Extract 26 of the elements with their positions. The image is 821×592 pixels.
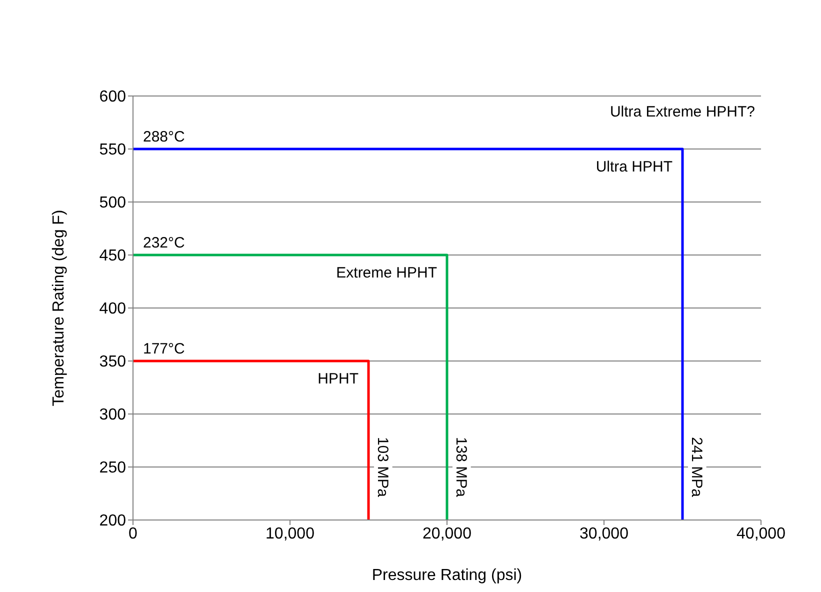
annotation: 232°C xyxy=(143,234,186,252)
annotation: 288°C xyxy=(143,128,186,146)
annotation: 138 MPa xyxy=(452,436,470,498)
y-tick-label: 250 xyxy=(99,460,126,477)
annotation: 241 MPa xyxy=(688,436,705,498)
y-tick-label: 400 xyxy=(99,300,126,318)
annotation: 177°C xyxy=(143,340,186,358)
y-axis-title: Temperature Rating (deg F) xyxy=(50,210,68,406)
x-tick-label: 0 xyxy=(128,525,138,542)
annotation: Ultra HPHT xyxy=(596,158,672,176)
x-axis-title: Pressure Rating (psi) xyxy=(372,567,522,584)
x-tick-label: 30,000 xyxy=(580,525,629,542)
y-tick-label: 300 xyxy=(99,406,126,424)
y-tick-label: 600 xyxy=(99,88,126,106)
y-tick-label: 350 xyxy=(99,354,126,371)
annotation: HPHT xyxy=(318,370,358,388)
y-tick-label: 500 xyxy=(99,194,126,212)
annotation: Ultra Extreme HPHT? xyxy=(610,104,755,120)
x-tick-label: 10,000 xyxy=(266,525,315,542)
y-tick-label: 200 xyxy=(99,512,126,530)
annotation: 103 MPa xyxy=(374,436,391,498)
annotation: Extreme HPHT xyxy=(336,264,437,282)
y-tick-label: 550 xyxy=(99,142,126,159)
y-tick-label: 450 xyxy=(99,248,126,265)
x-tick-label: 20,000 xyxy=(422,525,472,542)
x-tick-label: 40,000 xyxy=(736,525,786,542)
